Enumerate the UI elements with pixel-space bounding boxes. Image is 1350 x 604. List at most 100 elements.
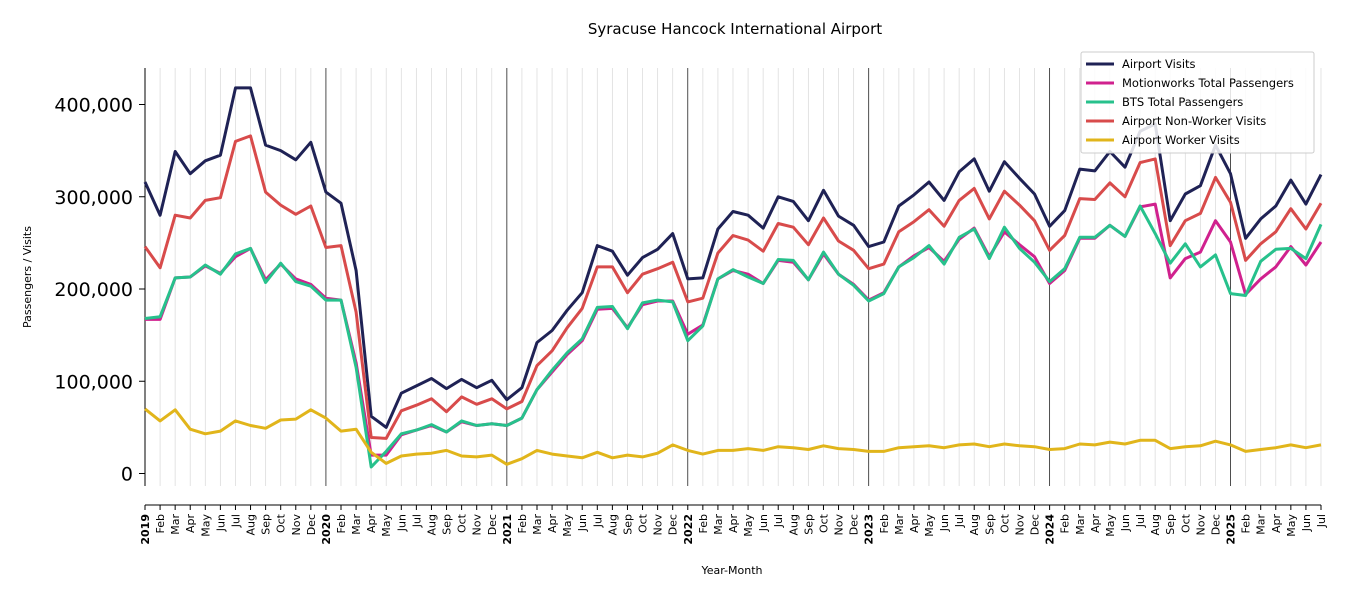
x-tick-label: Feb xyxy=(154,514,167,533)
x-tick-label: 2022 xyxy=(682,514,695,545)
legend-box xyxy=(1080,51,1315,154)
x-tick-label: May xyxy=(1104,514,1117,537)
x-tick-label: Nov xyxy=(1194,514,1207,536)
legend: Airport Visits Motionworks Total Passenge… xyxy=(1080,51,1315,154)
x-tick-label: 2024 xyxy=(1044,514,1057,545)
x-tick-label: Jun xyxy=(1119,514,1132,532)
series-line-airport-worker-visits xyxy=(144,407,1322,466)
x-tick-label: Mar xyxy=(893,514,906,535)
series-line-airport-visits xyxy=(143,86,1323,429)
x-tick-label: Oct xyxy=(817,513,830,533)
x-tick-label: Dec xyxy=(486,514,499,535)
x-tick-label: May xyxy=(199,514,212,537)
y-tick-label: 100,000 xyxy=(54,371,133,393)
x-tick-label: Feb xyxy=(878,514,891,533)
x-tick-label: 2023 xyxy=(863,514,876,545)
x-tick-label: Dec xyxy=(667,514,680,535)
x-tick-label: Feb xyxy=(516,514,529,533)
x-tick-label: Dec xyxy=(1209,514,1222,535)
x-tick-label: Sep xyxy=(802,514,815,535)
x-tick-label: Nov xyxy=(1013,514,1026,536)
x-tick-label: 2020 xyxy=(320,514,333,545)
x-tick-label: Jul xyxy=(1315,514,1328,528)
legend-label-airport-visits: Airport Visits xyxy=(1122,57,1196,71)
x-tick-label: Jul xyxy=(229,514,242,528)
x-tick-label: Aug xyxy=(1149,514,1162,535)
x-tick-label: Aug xyxy=(425,514,438,535)
series-lines xyxy=(143,86,1323,469)
x-tick-label: Sep xyxy=(983,514,996,535)
x-tick-label: May xyxy=(923,514,936,537)
chart-title: Syracuse Hancock International Airport xyxy=(588,20,882,38)
x-tick-label: Apr xyxy=(365,514,378,534)
x-tick-label: Sep xyxy=(441,514,454,535)
legend-label-bts-total-passengers: BTS Total Passengers xyxy=(1122,95,1243,109)
legend-label-motionworks-total-passengers: Motionworks Total Passengers xyxy=(1122,76,1294,90)
x-tick-label: Jun xyxy=(757,514,770,532)
x-tick-label: 2021 xyxy=(501,514,514,545)
x-tick-label: Oct xyxy=(998,513,1011,533)
x-tick-label: Jun xyxy=(1300,514,1313,532)
x-tick-label: Sep xyxy=(260,514,273,535)
x-tick-label: Jul xyxy=(1134,514,1147,528)
x-tick-label: May xyxy=(561,514,574,537)
x-tick-label: Aug xyxy=(606,514,619,535)
x-tick-label: Dec xyxy=(305,514,318,535)
x-tick-label: Oct xyxy=(456,513,469,533)
x-tick-label: Dec xyxy=(848,514,861,535)
x-tick-label: Apr xyxy=(1270,514,1283,534)
x-tick-label: Mar xyxy=(531,514,544,535)
x-tick-label: Aug xyxy=(968,514,981,535)
x-tick-label: Apr xyxy=(546,514,559,534)
x-tick-label: Mar xyxy=(169,514,182,535)
x-tick-label: Mar xyxy=(1255,514,1268,535)
x-tick-label: Jul xyxy=(772,514,785,528)
x-tick-label: Mar xyxy=(1074,514,1087,535)
x-tick-label: Apr xyxy=(1089,514,1102,534)
x-tick-label: Feb xyxy=(335,514,348,533)
x-tick-label: Jun xyxy=(395,514,408,532)
x-tick-label: Apr xyxy=(184,514,197,534)
x-tick-label: Jun xyxy=(938,514,951,532)
x-tick-label: Apr xyxy=(908,514,921,534)
x-tick-label: Sep xyxy=(621,514,634,535)
x-tick-label: Jun xyxy=(576,514,589,532)
x-tick-label: Jun xyxy=(214,514,227,532)
x-tick-label: Feb xyxy=(1240,514,1253,533)
series-line-airport-non-worker-visits xyxy=(143,134,1323,440)
legend-label-airport-worker-visits: Airport Worker Visits xyxy=(1122,133,1240,147)
y-tick-label: 400,000 xyxy=(54,95,133,117)
x-tick-label: 2019 xyxy=(139,514,152,545)
x-tick-label: Nov xyxy=(290,514,303,536)
x-tick-label: Nov xyxy=(471,514,484,536)
series-line-bts-total-passengers xyxy=(144,204,1323,469)
y-tick-label: 0 xyxy=(121,464,133,486)
x-tick-label: Feb xyxy=(697,514,710,533)
x-tick-label: Feb xyxy=(1059,514,1072,533)
x-tick-label: Jul xyxy=(591,514,604,528)
x-tick-label: Nov xyxy=(652,514,665,536)
x-tick-label: Mar xyxy=(350,514,363,535)
x-tick-label: Jul xyxy=(410,514,423,528)
legend-label-airport-non-worker-visits: Airport Non-Worker Visits xyxy=(1122,114,1266,128)
x-tick-label: Dec xyxy=(1029,514,1042,535)
x-tick-label: May xyxy=(380,514,393,537)
x-tick-label: May xyxy=(1285,514,1298,537)
y-tick-label: 300,000 xyxy=(54,187,133,209)
x-tick-label: Jul xyxy=(953,514,966,528)
x-tick-label: 2025 xyxy=(1225,514,1238,545)
x-tick-label: Aug xyxy=(787,514,800,535)
x-tick-label: May xyxy=(742,514,755,537)
x-tick-label: Oct xyxy=(275,513,288,533)
x-tick-label: Nov xyxy=(833,514,846,536)
x-tick-label: Oct xyxy=(637,513,650,533)
y-axis-label: Passengers / Visits xyxy=(21,226,34,328)
x-tick-label: Oct xyxy=(1179,513,1192,533)
x-tick-label: Sep xyxy=(1164,514,1177,535)
y-tick-label: 200,000 xyxy=(54,279,133,301)
x-axis-label: Year-Month xyxy=(700,564,762,577)
x-tick-label: Apr xyxy=(727,514,740,534)
